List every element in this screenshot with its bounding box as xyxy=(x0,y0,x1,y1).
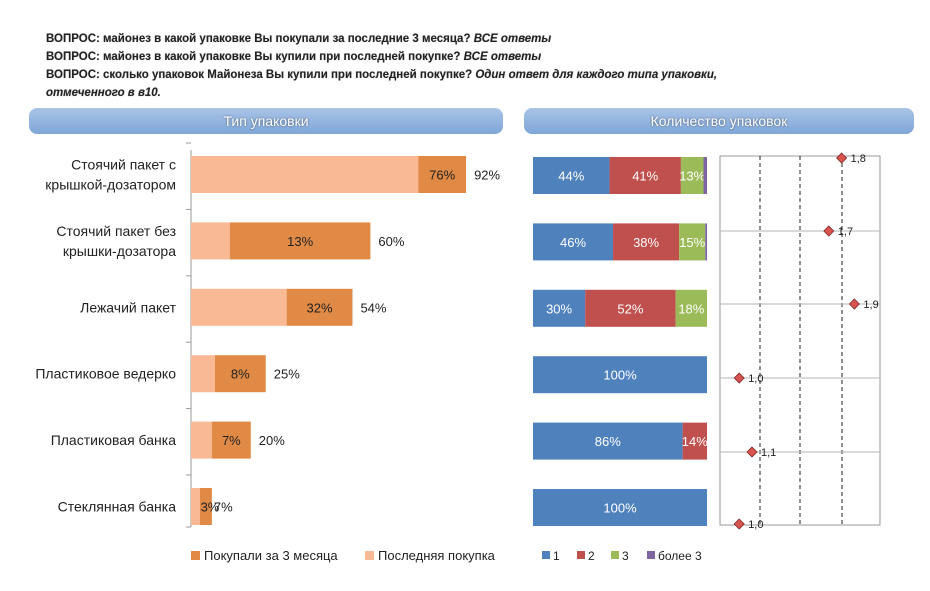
stacked-segment-label: 52% xyxy=(617,301,643,316)
legend-label-count-3: более 3 xyxy=(658,549,702,563)
stacked-segment-label: 14% xyxy=(682,434,708,449)
avg-count-label: 1,9 xyxy=(863,299,878,311)
question-line-2: ВОПРОС: майонез в какой упаковке Вы купи… xyxy=(46,51,542,63)
last-purchase-label: 13% xyxy=(287,234,313,249)
avg-count-marker xyxy=(836,152,848,164)
bought-3-months-label: 60% xyxy=(378,234,404,249)
bar-last-purchase xyxy=(191,222,230,260)
legend-swatch-count-2 xyxy=(611,551,619,559)
stacked-segment-1 xyxy=(533,157,610,194)
bar-last-purchase xyxy=(191,288,287,326)
bought-3-months-label: 7% xyxy=(214,500,233,515)
bar-bought-3-months xyxy=(199,488,212,525)
bar-bought-3-months xyxy=(214,355,266,393)
bought-3-months-label: 54% xyxy=(360,300,386,315)
last-purchase-label: 3% xyxy=(201,500,220,515)
stacked-segment-label: 86% xyxy=(595,434,621,449)
legend-swatch-bought-3-months xyxy=(191,551,200,560)
stacked-segment-1 xyxy=(533,289,586,327)
stacked-segment-2 xyxy=(682,422,707,460)
stacked-segment-1 xyxy=(533,422,683,460)
stacked-segment-1 xyxy=(533,489,707,526)
category-label: Лежачий пакет xyxy=(80,299,176,315)
category-label: Пластиковая банка xyxy=(51,432,177,448)
stacked-segment-label: 100% xyxy=(603,368,637,383)
bar-bought-3-months xyxy=(286,288,353,326)
bar-bought-3-months xyxy=(229,222,371,260)
stacked-segment-label: 44% xyxy=(558,169,584,184)
legend-label-bought-3-months: Покупали за 3 месяца xyxy=(204,548,338,563)
stacked-segment-label: 15% xyxy=(679,235,705,250)
stacked-segment-label: 100% xyxy=(603,501,637,516)
stacked-segment-label: 30% xyxy=(546,301,572,316)
last-purchase-label: 76% xyxy=(429,168,455,183)
avg-count-marker xyxy=(746,446,758,458)
legend-label-count-0: 1 xyxy=(553,549,560,563)
legend-label-last-purchase: Последняя покупка xyxy=(378,548,496,563)
question-block: ВОПРОС: майонез в какой упаковке Вы поку… xyxy=(46,30,896,102)
category-label: Стоячий пакет без xyxy=(56,223,176,239)
avg-count-label: 1,0 xyxy=(748,373,763,385)
question-line-1: ВОПРОС: майонез в какой упаковке Вы поку… xyxy=(46,33,552,45)
last-purchase-label: 7% xyxy=(222,433,241,448)
stacked-segment-2 xyxy=(613,223,680,261)
stacked-segment-label: 41% xyxy=(632,169,658,184)
legend-swatch-count-0 xyxy=(542,551,550,559)
stacked-segment-более-3 xyxy=(703,157,707,194)
stacked-segment-3 xyxy=(680,157,704,194)
legend-label-count-2: 3 xyxy=(622,549,629,563)
packaging-type-header: Тип упаковки xyxy=(29,108,503,134)
package-count-header: Количество упаковок xyxy=(524,108,914,134)
stacked-segment-1 xyxy=(533,223,614,261)
stacked-segment-label: 38% xyxy=(633,235,659,250)
bought-3-months-label: 92% xyxy=(474,168,500,183)
legend-swatch-count-1 xyxy=(577,551,585,559)
category-label: Стеклянная банка xyxy=(58,499,177,515)
stacked-segment-2 xyxy=(585,289,676,327)
stacked-segment-label: 18% xyxy=(678,301,704,316)
bar-last-purchase xyxy=(191,421,212,459)
legend-label-count-1: 2 xyxy=(588,549,595,563)
question-line-3: ВОПРОС: сколько упаковок Майонеза Вы куп… xyxy=(46,69,718,81)
bar-last-purchase xyxy=(191,156,419,193)
avg-count-marker xyxy=(823,225,835,237)
stacked-segment-более-3 xyxy=(705,223,707,261)
stacked-segment-3 xyxy=(675,289,707,327)
avg-count-label: 1,0 xyxy=(748,519,763,531)
avg-count-label: 1,7 xyxy=(838,226,853,238)
bar-last-purchase xyxy=(191,488,200,525)
last-purchase-label: 8% xyxy=(231,367,250,382)
bought-3-months-label: 20% xyxy=(259,433,285,448)
stacked-segment-label: 13% xyxy=(679,169,705,184)
category-label: крышкой-дозатором xyxy=(45,177,176,193)
stacked-segment-2 xyxy=(609,157,681,194)
avg-count-label: 1,8 xyxy=(851,153,866,165)
avg-count-label: 1,1 xyxy=(761,447,776,459)
bar-bought-3-months xyxy=(418,156,467,193)
avg-count-marker xyxy=(733,518,745,530)
category-label: Стоячий пакет с xyxy=(71,157,176,173)
category-label: Пластиковое ведерко xyxy=(35,366,176,382)
legend-swatch-last-purchase xyxy=(365,551,374,560)
bar-bought-3-months xyxy=(211,421,251,459)
stacked-segment-1 xyxy=(533,356,707,394)
last-purchase-label: 32% xyxy=(307,300,333,315)
avg-count-marker xyxy=(733,372,745,384)
category-label: крышки-дозатора xyxy=(63,243,176,259)
avg-count-marker xyxy=(848,298,860,310)
legend-swatch-count-3 xyxy=(647,551,655,559)
stacked-segment-label: 46% xyxy=(560,235,586,250)
bought-3-months-label: 25% xyxy=(274,367,300,382)
question-line-4: отмеченного в в10. xyxy=(46,87,161,99)
bar-last-purchase xyxy=(191,355,215,393)
stacked-segment-3 xyxy=(679,223,706,261)
